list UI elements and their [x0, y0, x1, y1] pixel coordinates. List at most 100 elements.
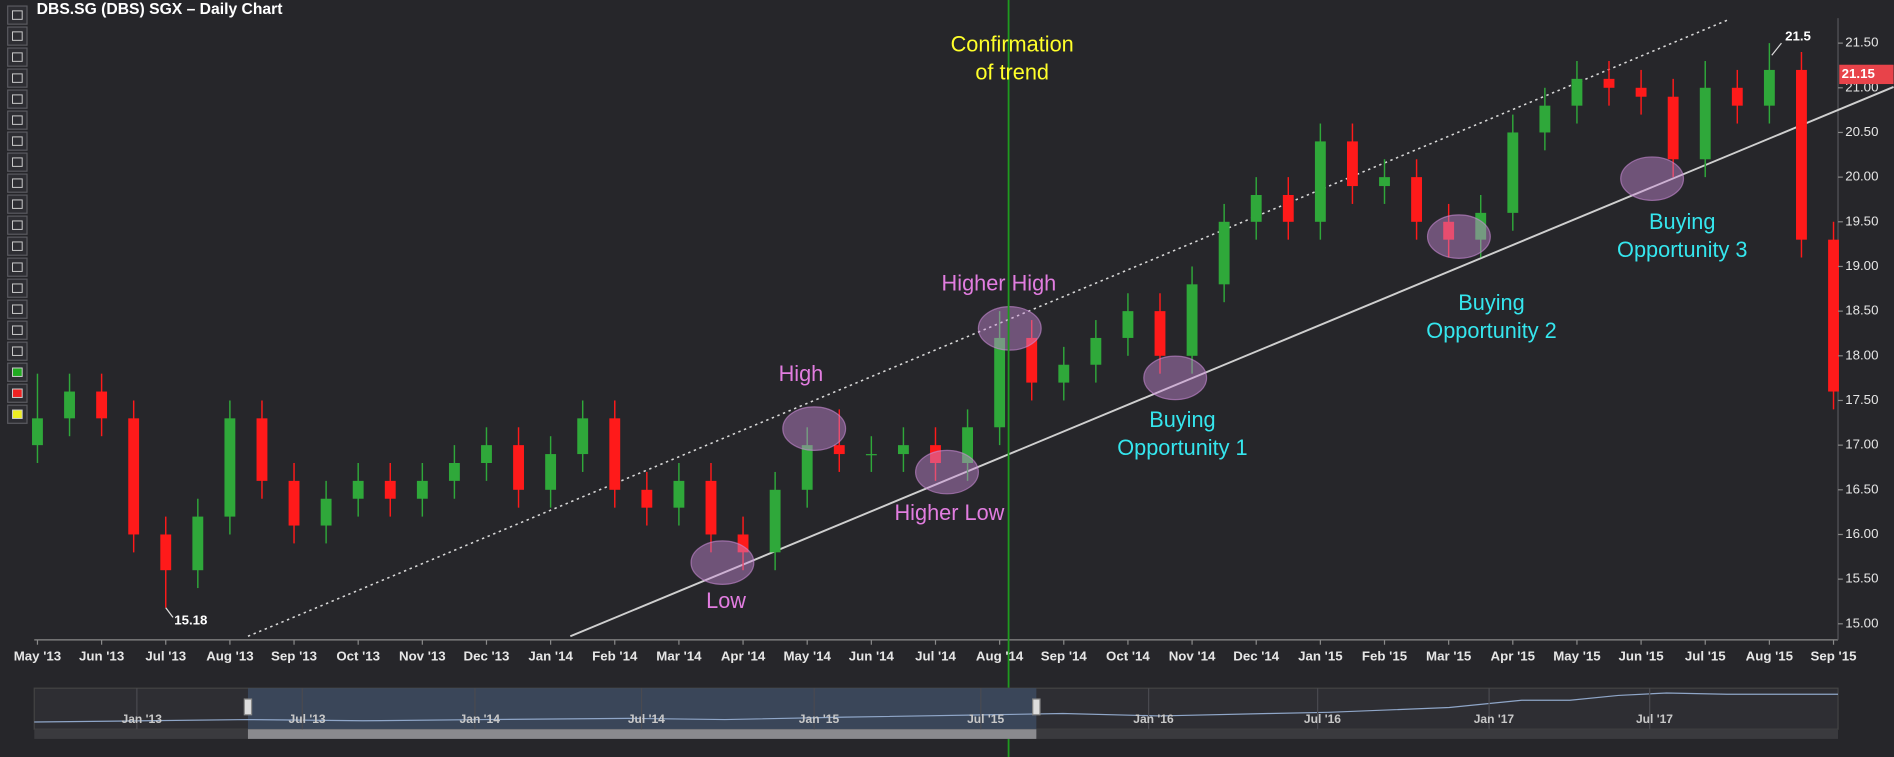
candle-body: [1731, 87, 1743, 106]
highlight-ellipse: [690, 540, 755, 585]
candle-body: [352, 480, 364, 499]
toolbar-icon: [12, 346, 23, 356]
toolbar-icon: [12, 94, 23, 104]
candle-body: [1635, 87, 1647, 97]
candle-body: [930, 445, 941, 464]
toolbar-button[interactable]: [7, 110, 28, 130]
toolbar-icon: [12, 388, 23, 398]
candle-body: [1699, 87, 1711, 160]
candle-body: [416, 480, 428, 499]
toolbar-icon: [12, 262, 23, 272]
toolbar-button[interactable]: [7, 89, 28, 109]
highlight-ellipse: [915, 449, 979, 495]
toolbar-icon: [12, 115, 23, 125]
candle-body: [1314, 141, 1326, 222]
y-tick-label: 19.00: [1845, 258, 1878, 273]
x-tick-label: Sep '13: [271, 648, 317, 663]
annotation: Opportunity 2: [1426, 318, 1556, 343]
navigator-label: Jan '17: [1474, 712, 1515, 726]
y-tick-label: 15.50: [1845, 571, 1878, 586]
toolbar-icon: [12, 283, 23, 293]
toolbar-button[interactable]: [7, 26, 28, 46]
highlight-ellipse: [1620, 156, 1685, 202]
toolbar-icon: [12, 31, 23, 41]
toolbar-button[interactable]: [7, 236, 28, 256]
candle-body: [641, 489, 653, 508]
x-tick-label: Oct '14: [1106, 648, 1150, 663]
candle-body: [1058, 364, 1070, 383]
y-tick-label: 21.50: [1845, 35, 1878, 50]
candle-body: [962, 427, 973, 464]
navigator-label: Jul '16: [1304, 712, 1341, 726]
toolbar: [7, 5, 28, 424]
toolbar-icon: [12, 73, 23, 83]
candle-body: [705, 480, 717, 535]
candle-body: [801, 445, 813, 490]
toolbar-icon: [12, 241, 23, 251]
toolbar-button[interactable]: [7, 47, 28, 67]
x-tick-label: May '14: [783, 648, 831, 663]
x-tick-label: Feb '15: [1362, 648, 1408, 663]
toolbar-button[interactable]: [7, 278, 28, 298]
x-tick-label: Aug '13: [206, 648, 253, 663]
leader-line: [1771, 42, 1782, 56]
y-tick-label: 18.50: [1845, 303, 1878, 318]
toolbar-button[interactable]: [7, 5, 28, 25]
toolbar-icon: [12, 304, 23, 314]
y-tick-label: 18.00: [1845, 347, 1878, 362]
annotation: Higher Low: [894, 500, 1004, 525]
candle-body: [1154, 311, 1166, 356]
highlight-ellipse: [782, 406, 847, 451]
x-tick-label: May '15: [1553, 648, 1601, 663]
toolbar-icon: [12, 52, 23, 62]
candle-body: [64, 391, 75, 419]
toolbar-button[interactable]: [7, 215, 28, 235]
candle-body: [865, 454, 877, 456]
toolbar-button[interactable]: [7, 173, 28, 193]
toolbar-button[interactable]: [7, 68, 28, 88]
toolbar-button[interactable]: [7, 299, 28, 319]
navigator-handle[interactable]: [1032, 698, 1041, 716]
toolbar-icon: [12, 136, 23, 146]
toolbar-button[interactable]: [7, 131, 28, 151]
candle-body: [1122, 311, 1134, 338]
low-price-label: 15.18: [174, 613, 207, 628]
chart-title: DBS.SG (DBS) SGX – Daily Chart: [37, 1, 284, 18]
candle-body: [192, 516, 204, 571]
toolbar-icon: [12, 178, 23, 188]
x-tick-label: Jan '15: [1298, 648, 1343, 663]
candle-body: [897, 445, 909, 455]
candle-body: [545, 454, 557, 490]
candle-body: [1443, 221, 1455, 240]
candle-body: [384, 480, 396, 499]
candle-body: [1282, 194, 1294, 222]
scrollbar-thumb[interactable]: [247, 729, 1037, 739]
y-tick-label: 20.00: [1845, 169, 1878, 184]
candle-body: [1571, 78, 1583, 106]
highlight-ellipse: [1426, 214, 1491, 259]
y-tick-label: 20.50: [1845, 124, 1878, 139]
annotation: High: [779, 361, 824, 386]
candle-body: [577, 418, 589, 455]
candle-body: [1026, 337, 1038, 383]
toolbar-icon: [12, 220, 23, 230]
candle-body: [1475, 212, 1487, 240]
toolbar-button[interactable]: [7, 194, 28, 214]
candle-body: [128, 418, 140, 535]
candle-body: [1090, 337, 1102, 365]
annotation: Opportunity 3: [1617, 237, 1747, 262]
annotation: Buying: [1649, 209, 1715, 234]
toolbar-button[interactable]: [7, 152, 28, 172]
annotation: Opportunity 1: [1117, 435, 1247, 460]
lower-trend-line: [569, 86, 1894, 638]
candle-body: [1218, 221, 1230, 285]
toolbar-button[interactable]: [7, 341, 28, 361]
navigator-handle[interactable]: [243, 698, 253, 716]
toolbar-icon: [12, 157, 23, 167]
candle-body: [448, 463, 460, 481]
toolbar-button[interactable]: [7, 257, 28, 277]
toolbar-button[interactable]: [7, 320, 28, 340]
